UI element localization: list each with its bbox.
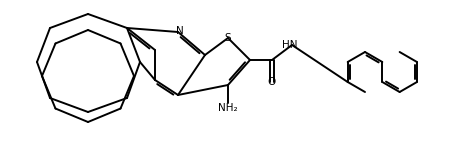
Text: O: O xyxy=(268,77,276,87)
Text: HN: HN xyxy=(282,40,298,50)
Text: NH₂: NH₂ xyxy=(218,103,238,113)
Text: S: S xyxy=(225,33,231,43)
Text: N: N xyxy=(176,26,184,36)
